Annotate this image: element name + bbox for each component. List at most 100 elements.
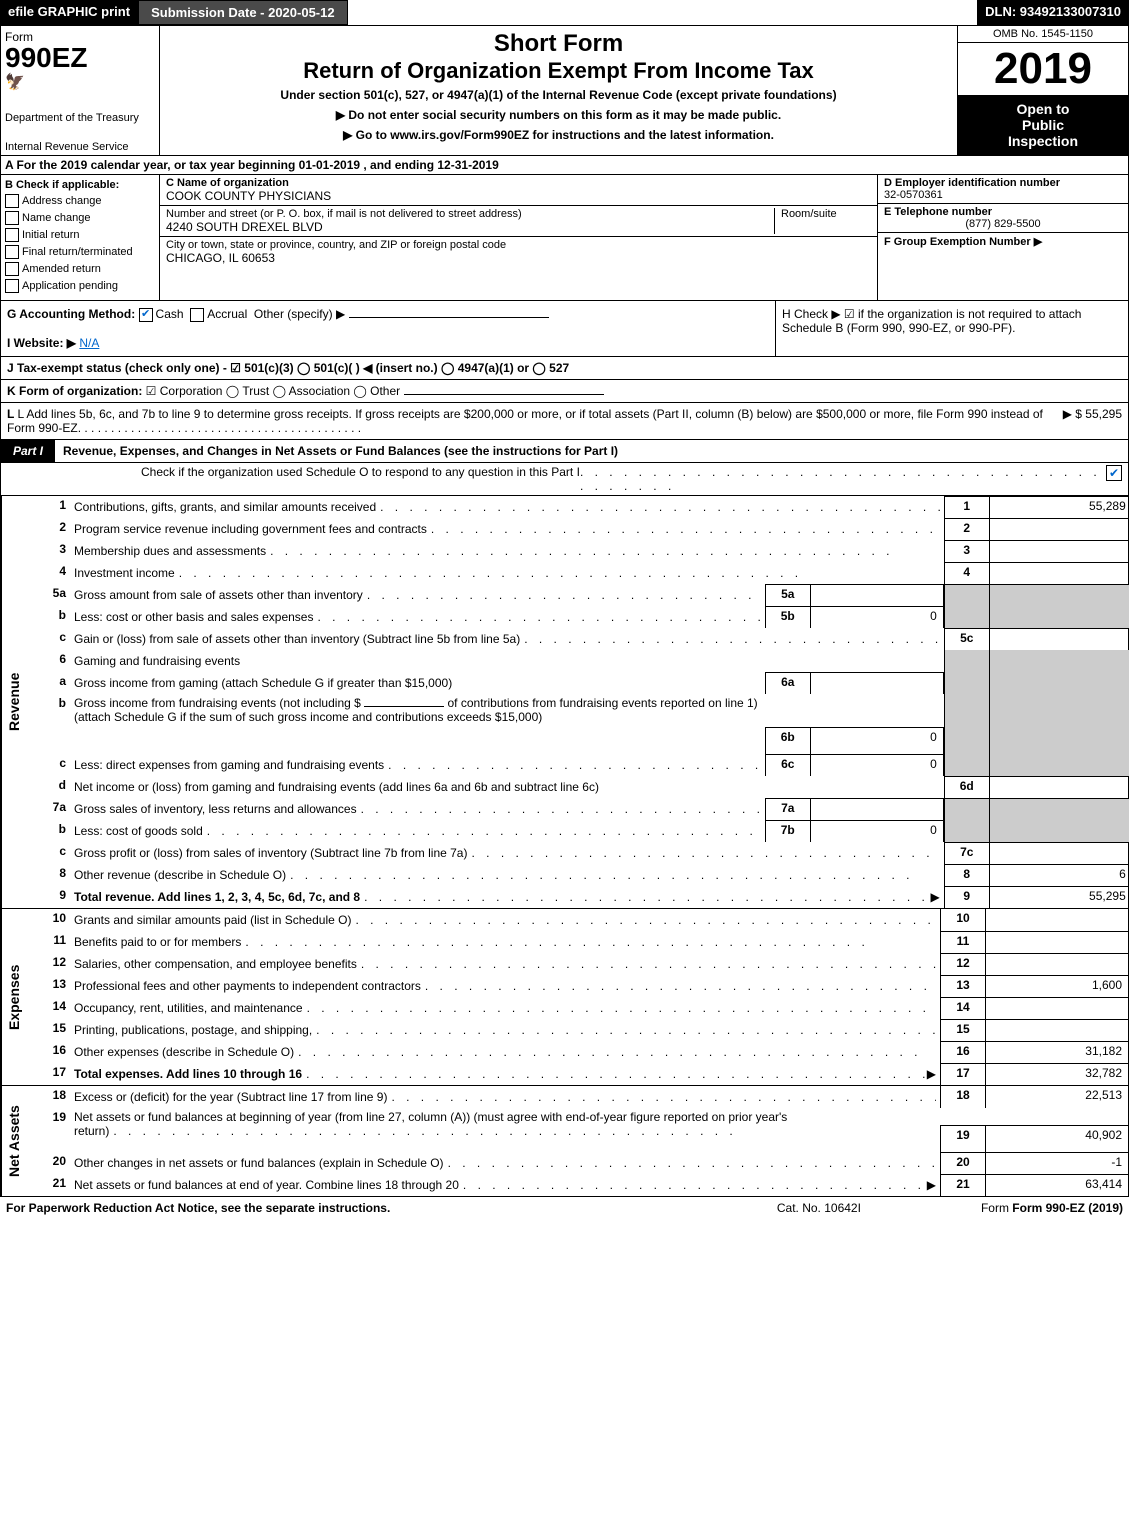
ln6a-no: a	[26, 672, 70, 694]
dots: . . . . . . . . . . . . . . . . . . . . …	[298, 1045, 936, 1059]
revenue-section: Revenue 1 Contributions, gifts, grants, …	[0, 496, 1129, 909]
submission-date-button[interactable]: Submission Date - 2020-05-12	[138, 0, 348, 25]
k-other-input[interactable]	[404, 394, 604, 395]
chk-amended-return[interactable]: Amended return	[5, 262, 155, 276]
chk-initial-return[interactable]: Initial return	[5, 228, 155, 242]
ln5b-desc: Less: cost or other basis and sales expe…	[74, 610, 313, 624]
catalog-number: Cat. No. 10642I	[777, 1201, 861, 1215]
h-text: H Check ▶ ☑ if the organization is not r…	[782, 307, 1081, 335]
ln16-num: 16	[940, 1041, 985, 1063]
dots: . . . . . . . . . . . . . . . . . . . . …	[207, 824, 761, 838]
ln5c-val	[989, 628, 1129, 650]
dots: . . . . . . . . . . . . . . . . . . . . …	[388, 758, 761, 772]
efile-print-button[interactable]: efile GRAPHIC print	[0, 0, 138, 25]
other-specify-input[interactable]	[349, 317, 549, 318]
tax-year: 2019	[958, 43, 1128, 95]
j-row: J Tax-exempt status (check only one) - ☑…	[0, 357, 1129, 380]
ln21-num: 21	[940, 1174, 985, 1196]
ln7c-val	[989, 842, 1129, 864]
revenue-sidelabel: Revenue	[1, 496, 26, 908]
line-15: 15 Printing, publications, postage, and …	[26, 1019, 1128, 1041]
ln13-desc: Professional fees and other payments to …	[74, 979, 421, 993]
chk-name-change[interactable]: Name change	[5, 211, 155, 225]
website-row: I Website: ▶ N/A	[7, 336, 769, 350]
ln6a-desc: Gross income from gaming (attach Schedul…	[74, 676, 452, 690]
ln6c-no: c	[26, 754, 70, 776]
ln18-val: 22,513	[985, 1086, 1128, 1108]
dots: . . . . . . . . . . . . . . . . . . . . …	[316, 1023, 936, 1037]
ln11-no: 11	[26, 931, 70, 953]
expenses-lines: 10 Grants and similar amounts paid (list…	[26, 909, 1128, 1085]
other-label: Other (specify) ▶	[254, 307, 345, 321]
shaded	[944, 820, 989, 842]
ln9-num: 9	[944, 886, 989, 908]
ln17-no: 17	[26, 1063, 70, 1085]
ln6-desc: Gaming and fundraising events	[74, 654, 240, 668]
line-18: 18 Excess or (deficit) for the year (Sub…	[26, 1086, 1128, 1108]
ln4-no: 4	[26, 562, 70, 584]
line-17: 17 Total expenses. Add lines 10 through …	[26, 1063, 1128, 1085]
ln19-no: 19	[26, 1108, 70, 1152]
website-value[interactable]: N/A	[79, 336, 99, 350]
ln8-num: 8	[944, 864, 989, 886]
arrow-icon: ▶	[931, 890, 940, 904]
line-6c: c Less: direct expenses from gaming and …	[26, 754, 1129, 776]
org-name: COOK COUNTY PHYSICIANS	[166, 189, 871, 203]
ln4-desc: Investment income	[74, 566, 175, 580]
chk-application-pending[interactable]: Application pending	[5, 279, 155, 293]
page-footer: For Paperwork Reduction Act Notice, see …	[0, 1197, 1129, 1219]
k-label: K Form of organization:	[7, 384, 142, 398]
ein-cell: D Employer identification number 32-0570…	[878, 175, 1128, 204]
ln3-desc: Membership dues and assessments	[74, 544, 266, 558]
ln3-no: 3	[26, 540, 70, 562]
line-19: 19 Net assets or fund balances at beginn…	[26, 1108, 1128, 1152]
dln-label: DLN: 93492133007310	[977, 0, 1129, 25]
ln6c-desc: Less: direct expenses from gaming and fu…	[74, 758, 384, 772]
treasury-seal-icon: 🦅	[5, 72, 155, 92]
accounting-method-row: G Accounting Method: ✔Cash Accrual Other…	[7, 307, 769, 322]
shaded	[989, 606, 1129, 628]
goto-link[interactable]: ▶ Go to www.irs.gov/Form990EZ for instru…	[164, 128, 953, 142]
shaded	[944, 650, 989, 672]
ln6b-blank[interactable]	[364, 706, 444, 707]
ln1-num: 1	[944, 496, 989, 518]
ln21-val: 63,414	[985, 1174, 1128, 1196]
ln6d-num: 6d	[944, 776, 989, 798]
dots: . . . . . . . . . . . . . . . . . . . . …	[463, 1178, 927, 1192]
org-city: CHICAGO, IL 60653	[166, 251, 871, 265]
form-header: Form 990EZ 🦅 Department of the Treasury …	[0, 26, 1129, 156]
short-form-title: Short Form	[164, 30, 953, 58]
chk-accrual[interactable]	[190, 308, 204, 322]
ln16-val: 31,182	[985, 1041, 1128, 1063]
open-line3: Inspection	[1008, 133, 1078, 149]
ln6b-no: b	[26, 694, 70, 754]
chk-cash[interactable]: ✔	[139, 308, 153, 322]
ln14-num: 14	[940, 997, 985, 1019]
l-row: L L Add lines 5b, 6c, and 7b to line 9 t…	[0, 403, 1129, 440]
ln7c-num: 7c	[944, 842, 989, 864]
dots: . . . . . . . . . . . . . . . . . . . . …	[524, 632, 940, 646]
part1-label: Part I	[1, 440, 55, 462]
dots: . . . . . . . . . . . . . . . . . . . . …	[245, 935, 936, 949]
chk-address-change[interactable]: Address change	[5, 194, 155, 208]
expenses-section: Expenses 10 Grants and similar amounts p…	[0, 909, 1129, 1086]
ln7a-sub: 7a	[765, 798, 811, 820]
netassets-section: Net Assets 18 Excess or (deficit) for th…	[0, 1086, 1129, 1197]
ln5b-no: b	[26, 606, 70, 628]
gh-row: G Accounting Method: ✔Cash Accrual Other…	[0, 301, 1129, 357]
ln14-val	[985, 997, 1128, 1019]
shaded	[989, 672, 1129, 694]
line-5b: b Less: cost or other basis and sales ex…	[26, 606, 1129, 628]
line-5a: 5a Gross amount from sale of assets othe…	[26, 584, 1129, 606]
f-label: F Group Exemption Number ▶	[884, 236, 1042, 248]
check-o-checkbox[interactable]: ✔	[1106, 465, 1122, 481]
chk-final-return[interactable]: Final return/terminated	[5, 245, 155, 259]
ln20-desc: Other changes in net assets or fund bala…	[74, 1156, 444, 1170]
shaded	[989, 694, 1129, 754]
line-8: 8 Other revenue (describe in Schedule O)…	[26, 864, 1129, 886]
e-label: E Telephone number	[884, 206, 992, 218]
dots: . . . . . . . . . . . . . . . . . . . . …	[364, 890, 930, 904]
c-name-label: C Name of organization	[166, 177, 289, 189]
d-label: D Employer identification number	[884, 177, 1060, 189]
ln20-val: -1	[985, 1152, 1128, 1174]
